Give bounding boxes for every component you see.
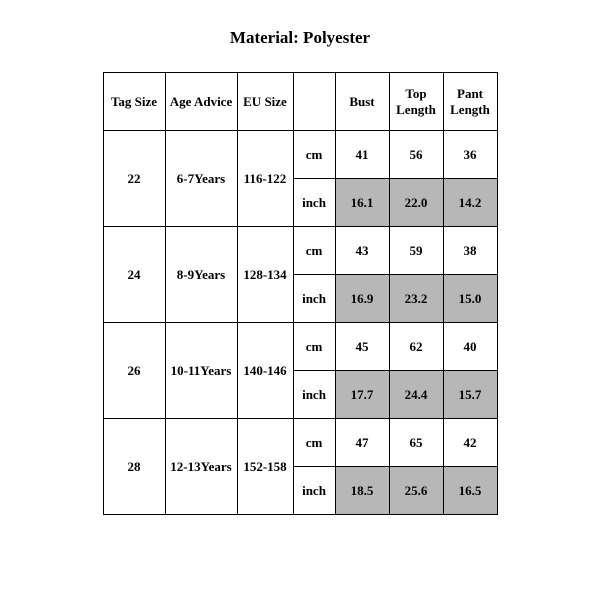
header-row: Tag Size Age Advice EU Size Bust Top Len…: [103, 73, 497, 131]
cell-eu: 128-134: [237, 227, 293, 323]
table-row: 28 12-13Years 152-158 cm 47 65 42: [103, 419, 497, 467]
cell-bust: 43: [335, 227, 389, 275]
cell-unit: cm: [293, 227, 335, 275]
cell-pant: 36: [443, 131, 497, 179]
cell-bust: 17.7: [335, 371, 389, 419]
cell-unit: inch: [293, 467, 335, 515]
cell-bust: 41: [335, 131, 389, 179]
cell-unit: cm: [293, 419, 335, 467]
cell-top: 65: [389, 419, 443, 467]
cell-pant: 38: [443, 227, 497, 275]
size-table: Tag Size Age Advice EU Size Bust Top Len…: [103, 72, 498, 515]
col-tag-size: Tag Size: [103, 73, 165, 131]
table-row: 24 8-9Years 128-134 cm 43 59 38: [103, 227, 497, 275]
cell-top: 59: [389, 227, 443, 275]
cell-unit: inch: [293, 371, 335, 419]
cell-pant: 14.2: [443, 179, 497, 227]
table-row: 22 6-7Years 116-122 cm 41 56 36: [103, 131, 497, 179]
cell-unit: cm: [293, 323, 335, 371]
col-bust: Bust: [335, 73, 389, 131]
cell-unit: inch: [293, 179, 335, 227]
cell-eu: 140-146: [237, 323, 293, 419]
cell-pant: 15.0: [443, 275, 497, 323]
cell-unit: cm: [293, 131, 335, 179]
col-age-advice: Age Advice: [165, 73, 237, 131]
cell-eu: 152-158: [237, 419, 293, 515]
cell-pant: 16.5: [443, 467, 497, 515]
cell-unit: inch: [293, 275, 335, 323]
cell-tag: 26: [103, 323, 165, 419]
cell-top: 23.2: [389, 275, 443, 323]
cell-pant: 15.7: [443, 371, 497, 419]
cell-top: 25.6: [389, 467, 443, 515]
col-top-length: Top Length: [389, 73, 443, 131]
page-title: Material: Polyester: [0, 0, 600, 72]
cell-top: 62: [389, 323, 443, 371]
col-eu-size: EU Size: [237, 73, 293, 131]
cell-bust: 16.1: [335, 179, 389, 227]
col-unit: [293, 73, 335, 131]
cell-tag: 24: [103, 227, 165, 323]
cell-bust: 16.9: [335, 275, 389, 323]
cell-top: 22.0: [389, 179, 443, 227]
cell-eu: 116-122: [237, 131, 293, 227]
cell-top: 24.4: [389, 371, 443, 419]
cell-age: 12-13Years: [165, 419, 237, 515]
cell-tag: 28: [103, 419, 165, 515]
cell-age: 6-7Years: [165, 131, 237, 227]
cell-pant: 42: [443, 419, 497, 467]
cell-bust: 45: [335, 323, 389, 371]
cell-top: 56: [389, 131, 443, 179]
col-pant-length: Pant Length: [443, 73, 497, 131]
cell-bust: 47: [335, 419, 389, 467]
table-row: 26 10-11Years 140-146 cm 45 62 40: [103, 323, 497, 371]
cell-age: 10-11Years: [165, 323, 237, 419]
cell-bust: 18.5: [335, 467, 389, 515]
cell-pant: 40: [443, 323, 497, 371]
cell-age: 8-9Years: [165, 227, 237, 323]
cell-tag: 22: [103, 131, 165, 227]
